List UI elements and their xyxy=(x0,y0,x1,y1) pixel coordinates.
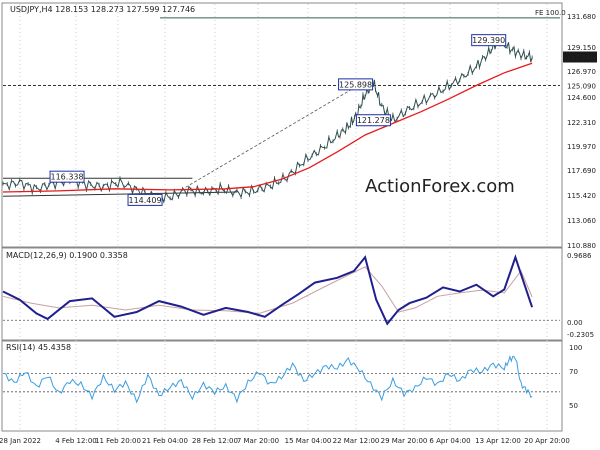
price-ytick-1: 129.150 xyxy=(567,44,596,52)
annotation-box-4 xyxy=(127,193,163,206)
x-label-6: 15 Mar 04:00 xyxy=(285,437,332,445)
price-ytick-7: 115.420 xyxy=(567,192,596,200)
annotation-box-3 xyxy=(49,170,85,183)
price-ytick-3: 124.600 xyxy=(567,94,596,102)
y-axis-labels: 131.680 129.150 126.970 124.600 122.310 119.9… xyxy=(563,13,597,410)
annotation-label-0: 129.390 xyxy=(472,36,505,45)
grid-lines xyxy=(19,4,548,430)
rsi-title: RSI(14) 45.4358 xyxy=(6,343,71,352)
annotation-box-2 xyxy=(355,114,391,127)
annotation-box-0 xyxy=(471,34,507,47)
rsi-panel xyxy=(1,340,563,432)
x-label-11: 20 Apr 20:00 xyxy=(524,437,570,445)
rsi-ytick-1: 70 xyxy=(569,368,578,376)
x-label-1: 4 Feb 12:00 xyxy=(55,437,96,445)
x-label-8: 29 Mar 20:00 xyxy=(381,437,428,445)
x-label-0: 28 Jan 2022 xyxy=(0,437,41,445)
annotation-label-2: 121.278 xyxy=(357,116,390,125)
price-ytick-0: 131.680 xyxy=(567,13,596,21)
fe-label: FE 100.0 xyxy=(535,9,566,17)
x-label-2: 11 Feb 20:00 xyxy=(95,437,141,445)
last-price-tag xyxy=(563,51,597,63)
watermark: ActionForex.com xyxy=(365,176,515,197)
macd-ytick-2: -0.2305 xyxy=(567,331,594,339)
support-tag: 125.090 xyxy=(567,83,596,91)
rsi-line xyxy=(2,355,533,404)
annotation-label-1: 125.898 xyxy=(339,80,372,89)
macd-signal-line xyxy=(2,266,533,314)
x-label-3: 21 Feb 04:00 xyxy=(142,437,188,445)
macd-title: MACD(12,26,9) 0.1900 0.3358 xyxy=(6,251,128,260)
trendline xyxy=(2,191,237,197)
price-panel xyxy=(1,2,563,248)
projection-line xyxy=(181,85,359,191)
x-label-10: 13 Apr 12:00 xyxy=(475,437,521,445)
price-ytick-8: 113.060 xyxy=(567,217,596,225)
annotation-label-4: 114.409 xyxy=(128,196,161,205)
x-label-7: 22 Mar 12:00 xyxy=(333,437,380,445)
price-ytick-2: 126.970 xyxy=(567,68,596,76)
rsi-layer xyxy=(2,355,560,404)
price-ytick-5: 119.970 xyxy=(567,143,596,151)
macd-panel xyxy=(1,247,563,341)
ema-line xyxy=(2,62,533,193)
rsi-ytick-2: 50 xyxy=(569,402,578,410)
price-title: USDJPY,H4 128.153 128.273 127.599 127.74… xyxy=(10,5,195,14)
x-label-9: 6 Apr 04:00 xyxy=(429,437,470,445)
annotation-box-1 xyxy=(338,78,374,91)
x-label-4: 28 Feb 12:00 xyxy=(192,437,238,445)
macd-ytick-1: 0.00 xyxy=(567,319,583,327)
macd-line xyxy=(2,254,534,326)
macd-layer xyxy=(2,254,560,326)
price-ytick-6: 117.690 xyxy=(567,167,596,175)
annotation-label-3: 116.338 xyxy=(51,173,84,182)
price-layer: FE 100.0 129.390 125.898 121.278 116.338 114.… xyxy=(2,9,566,206)
price-ytick-4: 122.310 xyxy=(567,119,596,127)
x-label-5: 7 Mar 20:00 xyxy=(237,437,279,445)
price-line xyxy=(2,35,533,204)
macd-ytick-0: 0.9686 xyxy=(567,252,592,260)
last-price-label: 127.746 xyxy=(566,55,595,63)
rsi-ytick-0: 100 xyxy=(569,344,582,352)
price-ytick-9: 110.880 xyxy=(567,242,596,250)
